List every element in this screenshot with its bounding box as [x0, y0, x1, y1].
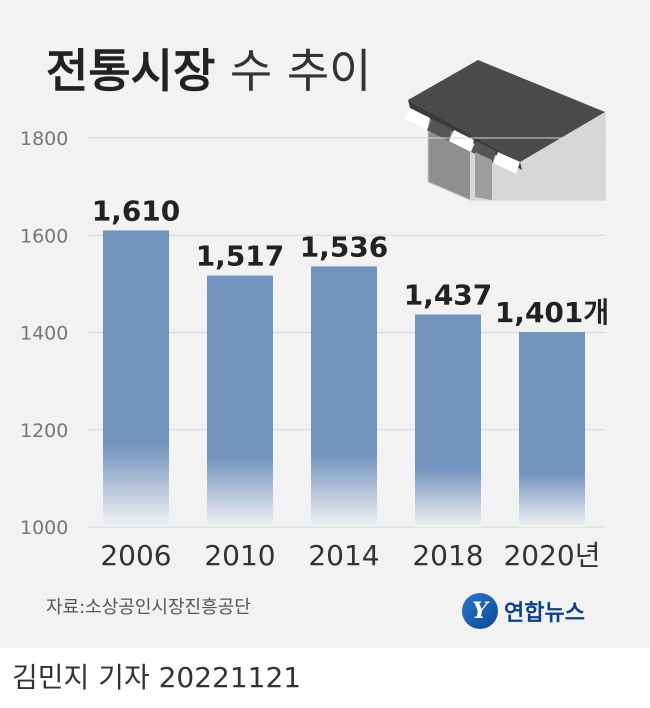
bar: [519, 332, 585, 527]
data-label: 1,610: [92, 194, 181, 227]
x-tick-label: 2010: [204, 539, 275, 572]
source-note: 자료:소상공인시장진흥공단: [46, 597, 251, 618]
bar: [415, 314, 481, 527]
yonhap-mark-icon: Y: [462, 593, 498, 629]
title-bold: 전통시장: [46, 44, 216, 98]
y-tick-label: 1600: [20, 225, 68, 247]
credit-line: 김민지 기자 20221121: [12, 661, 302, 694]
chart-title: 전통시장 수 추이: [46, 36, 372, 106]
y-axis-labels: 1000 1200 1400 1600 1800: [20, 128, 68, 539]
x-tick-label: 2006: [100, 539, 171, 572]
x-tick-label: 2014: [308, 539, 379, 572]
x-axis-labels: 2006 2010 2014 2018 2020년: [100, 539, 600, 572]
x-tick-label: 2018: [412, 539, 483, 572]
bar: [311, 266, 377, 527]
market-stall-icon: [405, 60, 606, 201]
bar: [103, 230, 169, 527]
data-label: 1,437: [404, 279, 493, 312]
data-label: 1,401개: [495, 296, 609, 329]
y-tick-label: 1400: [20, 323, 68, 345]
bar-chart: 1000 1200 1400 1600 1800 1,610 1,517 1,536 1,43…: [20, 60, 609, 572]
data-label: 1,536: [300, 230, 389, 263]
data-label: 1,517: [196, 240, 285, 273]
yonhap-logo-text: 연합뉴스: [504, 601, 585, 626]
y-tick-label: 1000: [20, 517, 68, 539]
title-light: 수 추이: [229, 44, 372, 98]
chart-bars: [103, 230, 585, 527]
y-tick-label: 1200: [20, 420, 68, 442]
bar: [207, 275, 273, 527]
yonhap-logo: Y 연합뉴스: [462, 591, 585, 631]
y-tick-label: 1800: [20, 128, 68, 150]
x-tick-label: 2020년: [503, 539, 600, 572]
